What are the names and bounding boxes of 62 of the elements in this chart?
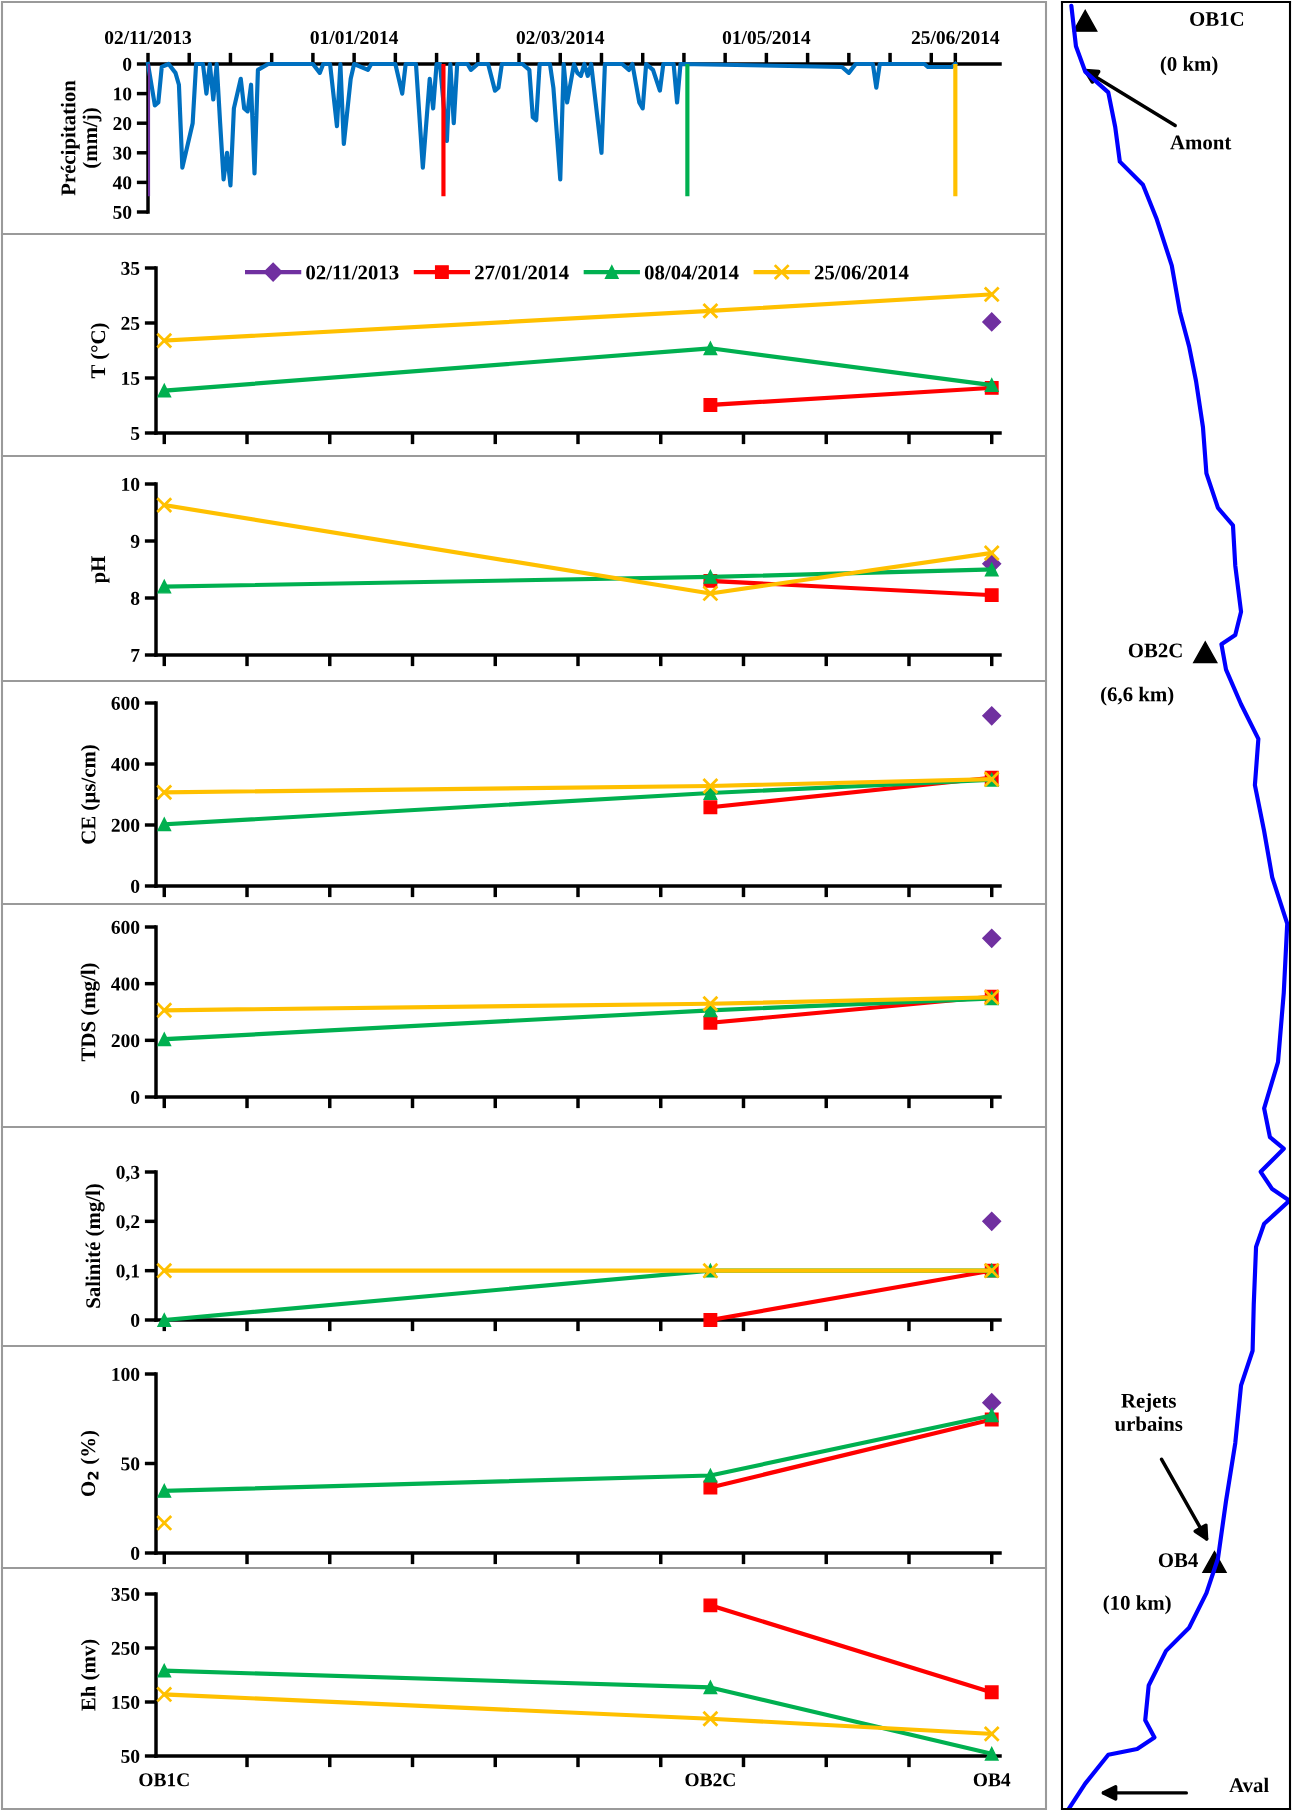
y-tick-label: 40 xyxy=(112,176,132,190)
y-tick-label: 0 xyxy=(131,1546,140,1560)
x-tick-label: 01/05/2014 xyxy=(722,30,811,45)
y-tick-label: 0,2 xyxy=(116,1215,140,1232)
y-axis-title: TDS (mg/l) xyxy=(80,963,100,1062)
legend-label: 02/11/2013 xyxy=(306,265,399,280)
text: Amont xyxy=(1170,135,1232,150)
legend-label: 27/01/2014 xyxy=(475,265,569,280)
x-tick-label: 01/01/2014 xyxy=(310,30,399,45)
y-axis-title: O$_{2}$ (%) xyxy=(80,1430,100,1497)
x-tick-label: 25/06/2014 xyxy=(911,30,1000,45)
x-tick-label: OB4 xyxy=(973,1773,1011,1787)
y-tick-label: 50 xyxy=(121,1749,140,1763)
y-tick-label: 0 xyxy=(123,57,132,71)
y-tick-label: 250 xyxy=(111,1641,140,1655)
text: (10 km) xyxy=(1103,1595,1171,1615)
y-tick-label: 10 xyxy=(114,87,132,101)
text: OB4 xyxy=(1158,1553,1198,1568)
x-tick-label: 02/11/2013 xyxy=(104,30,192,45)
y-tick-label: 400 xyxy=(111,757,140,771)
y-tick-label: 5 xyxy=(131,427,140,440)
y-tick-label: 200 xyxy=(111,1034,140,1048)
y-tick-label: 0,1 xyxy=(116,1264,140,1281)
y-tick-label: 10 xyxy=(122,477,140,491)
y-tick-label: 0 xyxy=(131,879,140,893)
y-tick-label: 600 xyxy=(111,920,140,934)
y-tick-label: 150 xyxy=(112,1695,140,1709)
y-tick-label: 400 xyxy=(111,977,140,991)
text: (6,6 km) xyxy=(1101,686,1174,706)
x-tick-label: OB2C xyxy=(685,1773,735,1787)
legend-label: 08/04/2014 xyxy=(644,265,739,280)
y-tick-label: 50 xyxy=(113,205,132,219)
y-tick-label: 15 xyxy=(122,371,140,385)
text: Rejets urbains xyxy=(1114,1393,1183,1432)
y-tick-label: 600 xyxy=(111,696,140,710)
y-tick-label: 30 xyxy=(113,146,132,160)
y-tick-label: 8 xyxy=(130,591,140,605)
y-tick-label: 20 xyxy=(113,117,132,131)
y-tick-label: 350 xyxy=(111,1587,140,1601)
y-axis-title: pH xyxy=(91,555,110,584)
y-tick-label: 0 xyxy=(131,1313,140,1327)
y-tick-label: 7 xyxy=(131,649,140,662)
y-tick-label: 0,3 xyxy=(116,1165,140,1182)
x-tick-label: 02/03/2014 xyxy=(516,30,605,45)
y-tick-label: 100 xyxy=(112,1367,140,1381)
y-axis-title: Eh (mv) xyxy=(80,1639,100,1711)
text: OB2C xyxy=(1128,643,1182,658)
y-tick-label: 50 xyxy=(121,1457,140,1471)
x-tick-label: OB1C xyxy=(139,1773,189,1787)
y-tick-label: 0 xyxy=(131,1090,140,1104)
y-tick-label: 200 xyxy=(111,818,140,832)
y-axis-title: Salinité (mg/l) xyxy=(85,1184,105,1308)
legend-label: 25/06/2014 xyxy=(814,265,909,280)
text: (0 km) xyxy=(1160,56,1218,76)
y-axis-title: Précipitation (mm/j) xyxy=(60,80,102,196)
y-tick-label: 35 xyxy=(121,261,140,275)
text: OB1C xyxy=(1190,11,1244,26)
y-axis-title: T (°C) xyxy=(90,323,110,379)
text: Aval xyxy=(1229,1777,1269,1793)
y-tick-label: 9 xyxy=(130,534,140,548)
y-axis-title: CE (µs/cm) xyxy=(80,745,100,844)
y-tick-label: 25 xyxy=(121,316,140,330)
